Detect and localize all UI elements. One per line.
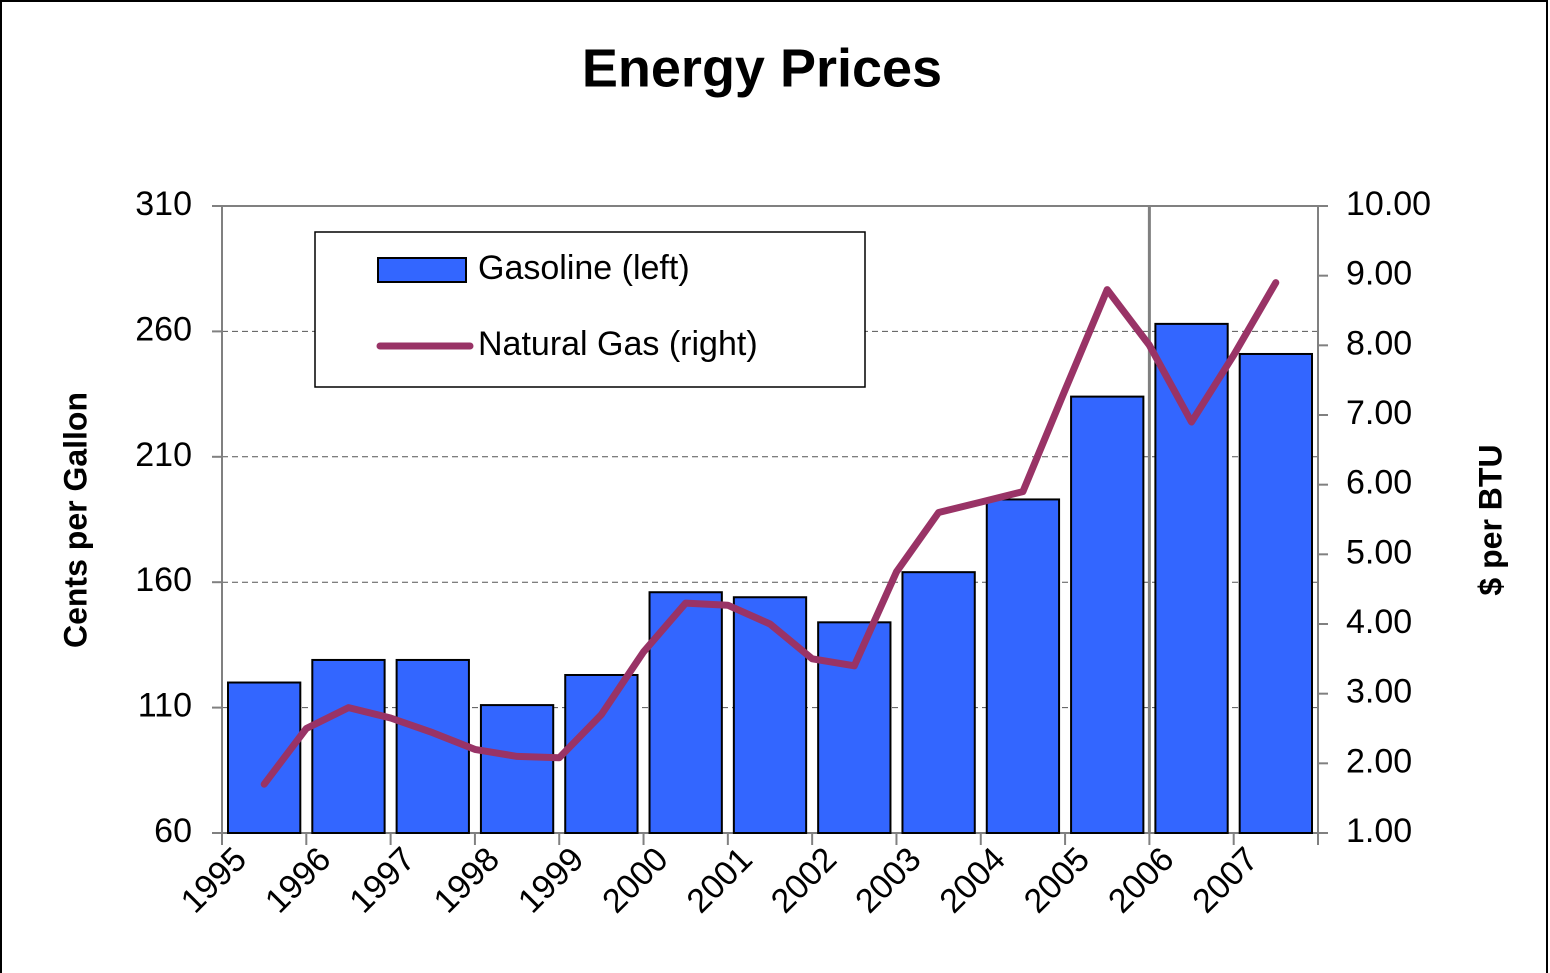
x-tick-label: 2005 [1017,840,1097,920]
y2-tick-label: 3.00 [1346,673,1412,711]
bar [395,658,470,834]
y-tick-label: 310 [135,185,192,223]
x-tick-label: 1999 [511,840,591,920]
bar [817,621,892,834]
bar [564,673,639,834]
y2-tick-label: 5.00 [1346,533,1412,571]
bar [732,596,808,834]
y2-tick-label: 6.00 [1346,464,1412,502]
x-tick-label: 2003 [848,840,928,920]
x-tick-label: 2004 [932,840,1012,920]
legend-label: Gasoline (left) [478,249,690,287]
bar [227,681,302,835]
y-axis-title: Cents per Gallon [57,392,93,648]
x-tick-label: 2000 [595,840,675,920]
bar [311,658,386,834]
bar [985,498,1061,834]
x-tick-label: 2001 [679,840,759,920]
legend-swatch [377,257,467,283]
bar [479,704,555,834]
y2-tick-label: 1.00 [1346,812,1412,850]
line [260,279,1280,788]
x-tick-label: 1997 [342,840,422,920]
bar [1070,395,1145,834]
bar [1154,322,1229,834]
x-tick-label: 1998 [427,840,507,920]
bar [901,571,976,835]
bar [1238,352,1313,834]
x-tick-label: 2006 [1101,840,1181,920]
y2-tick-label: 10.00 [1346,185,1431,223]
x-tick-label: 1996 [258,840,338,920]
y2-tick-label: 9.00 [1346,255,1412,293]
y-tick-label: 60 [154,812,192,850]
legend-label: Natural Gas (right) [478,325,758,363]
y2-axis-title: $ per BTU [1472,444,1508,595]
y-tick-label: 160 [135,561,192,599]
x-tick-label: 2002 [764,840,844,920]
y2-tick-label: 4.00 [1346,603,1412,641]
y-tick-label: 210 [135,436,192,474]
y2-tick-label: 7.00 [1346,394,1412,432]
y2-tick-label: 2.00 [1346,742,1412,780]
y-tick-label: 110 [138,687,192,725]
y2-tick-label: 8.00 [1346,324,1412,362]
chart-title: Energy Prices [582,38,942,98]
x-tick-label: 2007 [1185,840,1265,920]
y-tick-label: 260 [135,310,192,348]
x-tick-label: 1995 [174,840,254,920]
